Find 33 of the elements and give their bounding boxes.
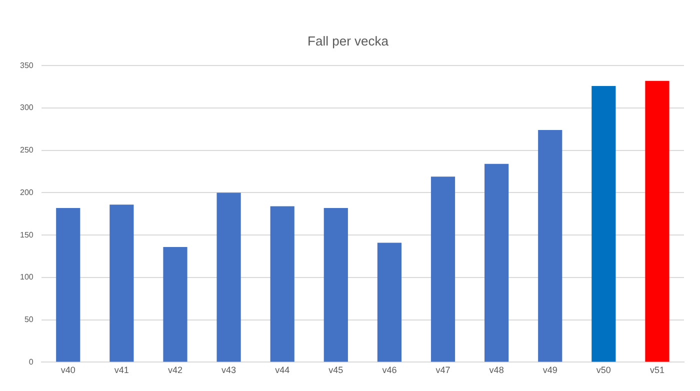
bar (430, 176, 456, 362)
y-tick-label: 100 (20, 272, 34, 282)
y-tick-label: 300 (20, 103, 34, 112)
bar (377, 242, 402, 362)
chart-title: Fall per vecka (308, 33, 390, 48)
bar (163, 246, 188, 362)
bar (538, 130, 562, 362)
x-tick-label: v44 (275, 365, 290, 376)
y-tick-label: 50 (24, 315, 34, 324)
bar (592, 86, 616, 362)
y-tick-label: 200 (20, 188, 34, 197)
bar (216, 192, 241, 362)
x-tick-label: v47 (436, 365, 450, 376)
x-tick-label: v40 (60, 365, 76, 376)
x-tick-label: v45 (328, 365, 344, 376)
bar (484, 164, 509, 362)
x-tick-label: v42 (168, 365, 182, 376)
x-tick-label: v51 (650, 365, 664, 376)
x-tick-label: v49 (542, 365, 558, 376)
bar (270, 206, 294, 362)
y-tick-label: 250 (20, 146, 34, 155)
y-tick-label: 350 (20, 60, 34, 70)
bar (645, 80, 670, 362)
x-tick-label: v50 (596, 365, 611, 376)
y-tick-label: 0 (28, 357, 34, 366)
bar (324, 208, 348, 362)
x-tick-label: v48 (489, 365, 504, 376)
x-tick-label: v46 (382, 365, 397, 376)
bar (56, 208, 80, 362)
bar (110, 204, 134, 362)
x-tick-label: v41 (114, 365, 129, 376)
x-tick-label: v43 (222, 365, 236, 376)
y-tick-label: 150 (20, 230, 34, 240)
